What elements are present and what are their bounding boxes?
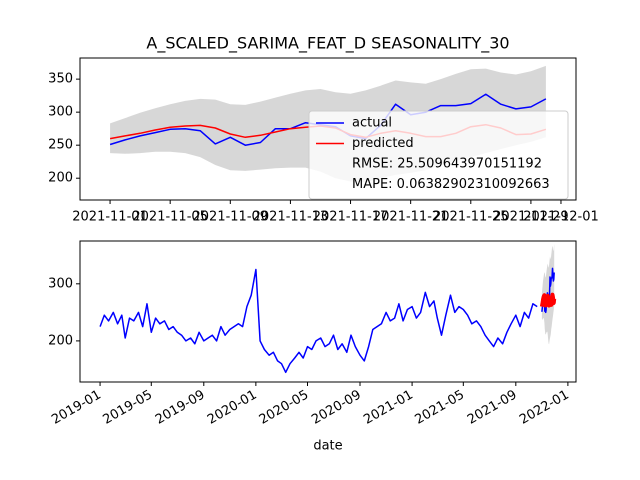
x-tick-label: 2020-09 — [309, 388, 364, 428]
y-tick-label: 300 — [48, 105, 73, 120]
x-tick-label: 2019-05 — [100, 388, 155, 428]
x-tick-label: 2021-11-29 — [493, 210, 569, 225]
x-tick-label: 2019-01 — [49, 388, 104, 428]
x-tick-label: 2021-11-25 — [433, 210, 509, 225]
axes-frame — [79, 57, 577, 201]
x-tick-label: 2021-12-01 — [523, 210, 599, 225]
x-tick-label: 2021-11-21 — [373, 210, 449, 225]
chart-title: A_SCALED_SARIMA_FEAT_D SEASONALITY_30 — [146, 34, 509, 54]
x-axis-label: date — [313, 439, 342, 454]
x-tick-label: 2021-01 — [361, 388, 416, 428]
x-tick-label: 2021-11-05 — [132, 210, 208, 225]
x-tick-label: 2021-11-01 — [72, 210, 148, 225]
x-tick-label: 2020-01 — [205, 388, 260, 428]
legend-label: actual — [352, 116, 392, 131]
legend-note: RMSE: 25.509643970151192 — [352, 157, 542, 172]
x-tick-label: 2020-05 — [257, 388, 312, 428]
y-tick-label: 250 — [48, 138, 73, 153]
x-tick-label: 2021-05 — [413, 388, 468, 428]
x-tick-label: 2021-09 — [465, 388, 520, 428]
y-tick-label: 300 — [48, 276, 73, 291]
x-tick-label: 2021-11-17 — [313, 210, 389, 225]
legend-note: MAPE: 0.06382902310092663 — [352, 177, 550, 192]
forecast-line — [539, 292, 557, 308]
x-tick-label: 2019-09 — [153, 388, 208, 428]
x-tick-label: 2022-01 — [517, 388, 572, 428]
legend-box — [308, 110, 569, 200]
x-tick-label: 2021-11-13 — [253, 210, 329, 225]
axes-frame — [79, 240, 577, 383]
x-tick-label: 2021-11-09 — [193, 210, 269, 225]
y-tick-label: 350 — [48, 72, 73, 87]
series-line — [99, 268, 538, 374]
y-tick-label: 200 — [48, 333, 73, 348]
y-tick-label: 200 — [48, 171, 73, 186]
legend-label: predicted — [352, 136, 414, 151]
